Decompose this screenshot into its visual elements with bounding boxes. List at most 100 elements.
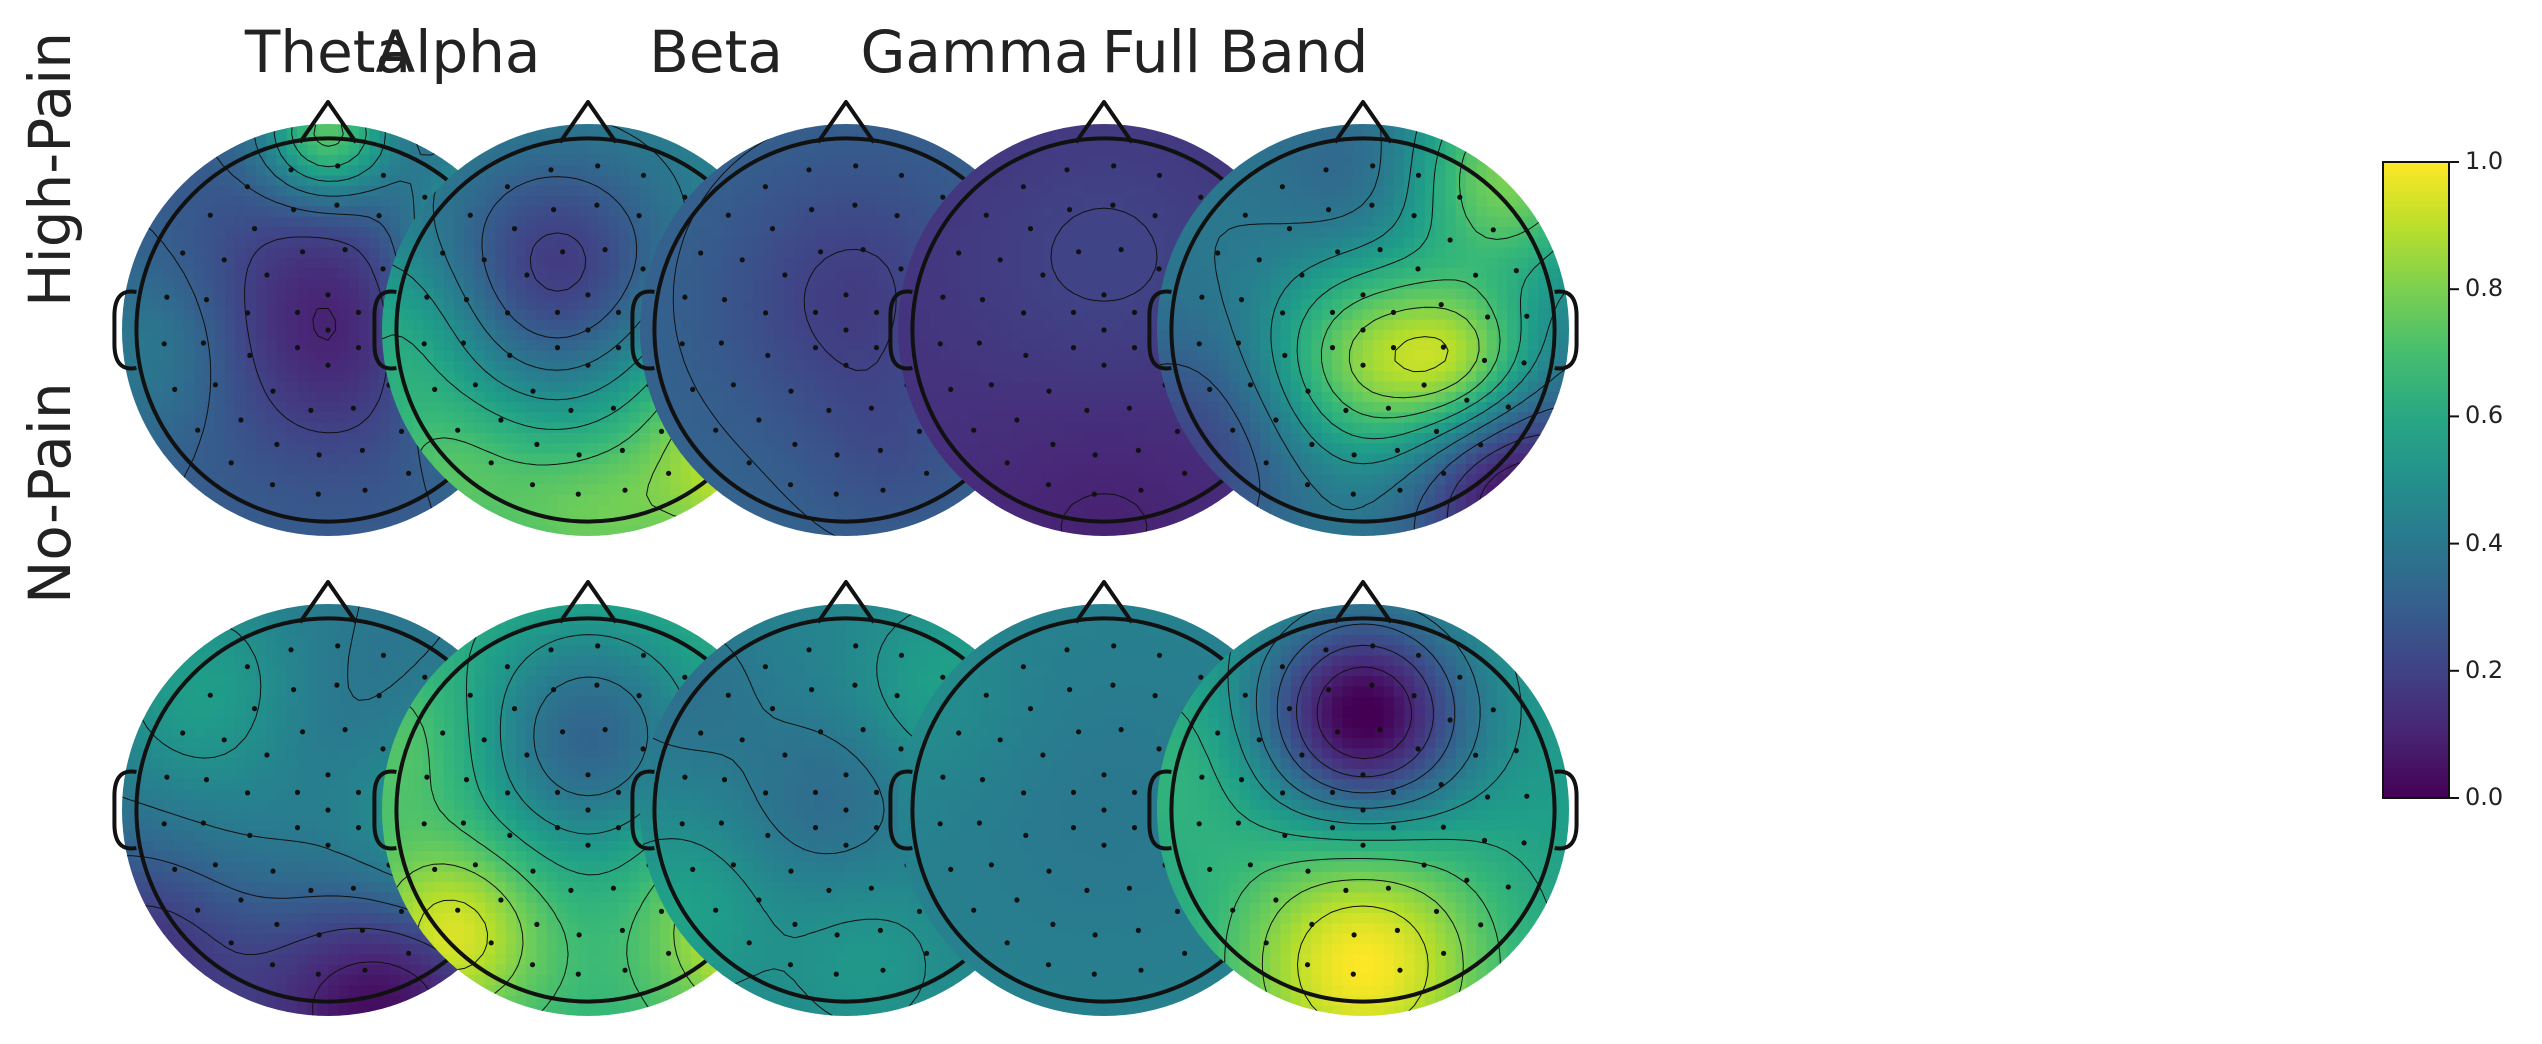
electrode-dot bbox=[362, 968, 367, 973]
electrode-dot bbox=[498, 897, 503, 902]
electrode-dot bbox=[560, 729, 565, 734]
electrode-dot bbox=[1243, 693, 1248, 698]
electrode-dot bbox=[1230, 428, 1235, 433]
electrode-dot bbox=[1434, 909, 1439, 914]
electrode-dot bbox=[826, 408, 831, 413]
electrode-dot bbox=[788, 389, 793, 394]
electrode-dot bbox=[1067, 687, 1072, 692]
electrode-dot bbox=[568, 408, 573, 413]
colorbar-gradient bbox=[2383, 162, 2449, 798]
electrode-dot bbox=[1416, 653, 1421, 658]
electrode-dot bbox=[813, 310, 818, 315]
electrode-dot bbox=[680, 821, 685, 826]
electrode-dot bbox=[1153, 213, 1158, 218]
electrode-dot bbox=[464, 297, 469, 302]
electrode-dot bbox=[852, 203, 857, 208]
electrode-dot bbox=[788, 869, 793, 874]
electrode-dot bbox=[356, 310, 361, 315]
electrode-dot bbox=[1441, 345, 1446, 350]
electrode-dot bbox=[843, 807, 848, 812]
electrode-dot bbox=[1299, 752, 1304, 757]
electrode-dot bbox=[880, 488, 885, 493]
electrode-dot bbox=[482, 257, 487, 262]
electrode-dot bbox=[317, 452, 322, 457]
electrode-dot bbox=[843, 363, 848, 368]
electrode-dot bbox=[770, 226, 775, 231]
electrode-dot bbox=[861, 727, 866, 732]
electrode-dot bbox=[1485, 314, 1490, 319]
electrode-dot bbox=[548, 167, 553, 172]
electrode-dot bbox=[1127, 886, 1132, 891]
electrode-dot bbox=[640, 746, 645, 751]
electrode-dot bbox=[377, 213, 382, 218]
electrode-dot bbox=[1415, 266, 1420, 271]
electrode-dot bbox=[162, 341, 167, 346]
electrode-dot bbox=[971, 908, 976, 913]
electrode-dot bbox=[698, 250, 703, 255]
electrode-dot bbox=[770, 706, 775, 711]
electrode-dot bbox=[1264, 940, 1269, 945]
electrode-dot bbox=[288, 647, 293, 652]
electrode-dot bbox=[1415, 746, 1420, 751]
electrode-dot bbox=[362, 488, 367, 493]
electrode-dot bbox=[422, 675, 427, 680]
electrode-dot bbox=[977, 340, 982, 345]
electrode-dot bbox=[898, 266, 903, 271]
electrode-dot bbox=[809, 687, 814, 692]
electrode-dot bbox=[1391, 345, 1396, 350]
electrode-dot bbox=[291, 207, 296, 212]
electrode-dot bbox=[343, 727, 348, 732]
electrode-dot bbox=[356, 790, 361, 795]
electrode-dot bbox=[861, 247, 866, 252]
electrode-dot bbox=[940, 775, 945, 780]
electrode-dot bbox=[585, 363, 590, 368]
electrode-dot bbox=[1021, 790, 1026, 795]
electrode-dot bbox=[1280, 310, 1285, 315]
electrode-dot bbox=[874, 790, 879, 795]
electrode-dot bbox=[530, 389, 535, 394]
electrode-dot bbox=[252, 226, 257, 231]
electrode-dot bbox=[1369, 203, 1374, 208]
electrode-dot bbox=[763, 664, 768, 669]
electrode-dot bbox=[938, 821, 943, 826]
electrode-dot bbox=[818, 249, 823, 254]
electrode-dot bbox=[917, 429, 922, 434]
colorbar bbox=[2383, 162, 2459, 798]
electrode-dot bbox=[351, 406, 356, 411]
electrode-dot bbox=[616, 825, 621, 830]
electrode-dot bbox=[1156, 746, 1161, 751]
electrode-dot bbox=[620, 448, 625, 453]
electrode-dot bbox=[213, 382, 218, 387]
electrode-dot bbox=[595, 163, 600, 168]
electrode-dot bbox=[380, 266, 385, 271]
electrode-dot bbox=[917, 909, 922, 914]
electrode-dot bbox=[1352, 932, 1357, 937]
electrode-dot bbox=[1441, 951, 1446, 956]
electrode-dot bbox=[360, 928, 365, 933]
electrode-dot bbox=[899, 173, 904, 178]
electrode-dot bbox=[1352, 452, 1357, 457]
electrode-dot bbox=[895, 213, 900, 218]
colorbar-tick-label: 0.2 bbox=[2465, 656, 2503, 684]
electrode-dot bbox=[1299, 272, 1304, 277]
electrode-dot bbox=[763, 184, 768, 189]
electrode-dot bbox=[611, 406, 616, 411]
electrode-dot bbox=[468, 693, 473, 698]
electrode-dot bbox=[984, 693, 989, 698]
electrode-dot bbox=[1064, 647, 1069, 652]
electrode-dot bbox=[1215, 730, 1220, 735]
electrode-dot bbox=[1199, 775, 1204, 780]
electrode-dot bbox=[1050, 442, 1055, 447]
electrode-dot bbox=[726, 693, 731, 698]
electrode-dot bbox=[834, 972, 839, 977]
electrode-dot bbox=[640, 266, 645, 271]
electrode-dot bbox=[1473, 273, 1478, 278]
electrode-dot bbox=[1023, 353, 1028, 358]
electrode-dot bbox=[1021, 310, 1026, 315]
electrode-dot bbox=[1132, 825, 1137, 830]
electrode-dot bbox=[722, 297, 727, 302]
electrode-dot bbox=[826, 888, 831, 893]
electrode-dot bbox=[690, 867, 695, 872]
electrode-dot bbox=[468, 213, 473, 218]
electrode-dot bbox=[813, 790, 818, 795]
